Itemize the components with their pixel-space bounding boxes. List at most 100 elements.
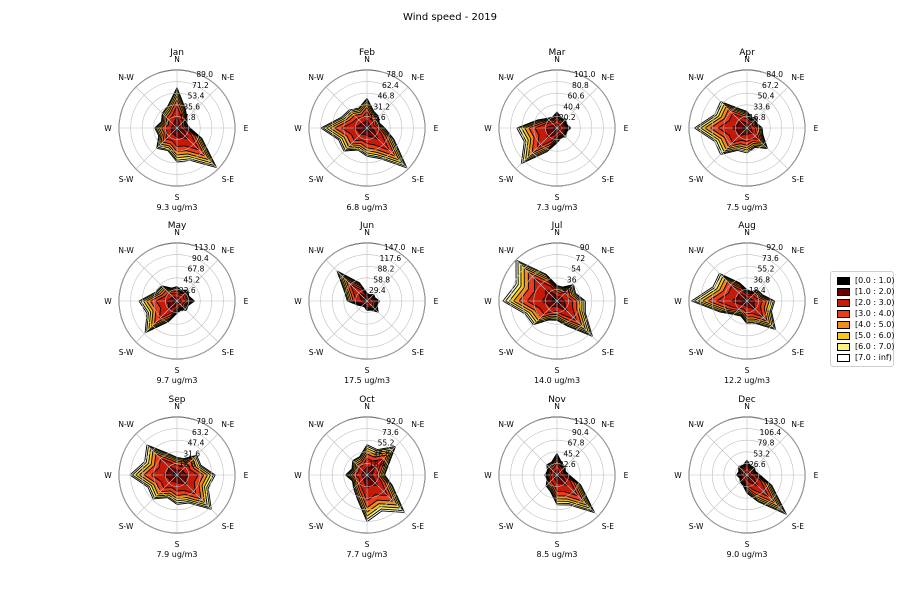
radial-tick-label: 29.4 [369,286,386,295]
windrose-sep: Sep 15.831.6 47.4 63.2 79.0 N N-E E S-E S S-W W N-W 7… [104,395,248,559]
direction-label: N [554,55,560,64]
radial-tick-label: 22.6 [179,286,196,295]
direction-label: N-E [411,246,424,255]
subplot-title: May [168,221,187,231]
grid-spoke [366,300,409,343]
direction-label: S-E [222,348,234,357]
direction-label: S-E [222,175,234,184]
direction-label: N-E [221,246,234,255]
direction-label: W [104,297,112,306]
grid-spoke [556,86,599,129]
grid-spoke [746,86,789,129]
subplot-title: Oct [359,395,375,405]
radial-tick-label: 63.2 [192,428,209,437]
direction-label: N-W [308,420,324,429]
direction-label: S-W [309,348,324,357]
radial-tick-label: 20.2 [559,113,576,122]
legend-label: [4.0 : 5.0) [855,320,895,329]
legend-item: [0.0 : 1.0) [837,275,894,286]
subplot-caption: 7.7 ug/m3 [347,550,388,559]
legend-label: [5.0 : 6.0) [855,331,895,340]
subplot-title: Dec [738,395,755,405]
subplot-title: Jun [359,221,374,231]
legend-label: [2.0 : 3.0) [855,298,895,307]
direction-label: S [555,366,560,375]
grid-spoke [325,433,368,476]
direction-label: S [175,193,180,202]
direction-label: N-E [601,420,614,429]
radial-tick-label: 55.2 [758,265,775,274]
direction-label: N [744,402,750,411]
radial-tick-label: 47.4 [188,439,205,448]
radial-tick-label: 58.8 [373,276,390,285]
legend-item: [7.0 : inf) [837,352,892,363]
direction-label: N-E [221,420,234,429]
direction-label: N-W [308,246,324,255]
radial-tick-label: 133.0 [764,417,786,426]
legend-item: [4.0 : 5.0) [837,319,894,330]
direction-label: S-W [309,175,324,184]
direction-label: S-W [499,522,514,531]
radial-tick-label: 17.8 [179,113,196,122]
grid-spoke [176,474,219,517]
radial-tick-label: 33.6 [753,103,770,112]
windrose-jun: Jun 29.458.8 88.2 117.6 147.0 N N-E E S-E S S-W W N-… [294,221,438,385]
legend-swatch [837,342,850,351]
radial-tick-label: 79.0 [196,417,213,426]
subplot-caption: 9.7 ug/m3 [157,376,198,385]
radial-tick-label: 16.8 [749,113,766,122]
direction-label: N [364,402,370,411]
windrose-apr: Apr 16.833.6 50.4 67.2 84.0 N N-E E S-E S S-W W N-W 7… [674,48,818,212]
legend-label: [7.0 : inf) [855,353,892,362]
radial-tick-label: 22.6 [559,460,576,469]
grid-spoke [176,127,219,170]
radial-tick-label: 90 [580,243,590,252]
direction-label: W [104,471,112,480]
grid-spoke [366,86,409,129]
radial-tick-label: 31.2 [373,103,390,112]
radial-tick-label: 53.2 [753,450,770,459]
grid-spoke [325,127,368,170]
grid-spoke [746,433,789,476]
grid-spoke [176,300,219,343]
grid-spoke [135,127,178,170]
direction-label: N-W [498,420,514,429]
grid-spoke [746,474,789,517]
grid-spoke [366,433,409,476]
direction-label: E [814,124,819,133]
radial-tick-label: 117.6 [380,254,402,263]
radial-tick-label: 92.0 [766,243,783,252]
grid-spoke [515,86,558,129]
direction-label: S [365,540,370,549]
legend-swatch [837,276,850,285]
direction-label: E [624,124,629,133]
direction-label: N-W [118,420,134,429]
direction-label: S-W [119,175,134,184]
direction-label: E [814,471,819,480]
subplot-title: Sep [169,395,186,405]
grid-spoke [515,300,558,343]
radial-tick-label: 62.4 [382,81,399,90]
direction-label: S-E [412,522,424,531]
radial-tick-label: 78.0 [386,70,403,79]
direction-label: S-E [602,175,614,184]
grid-spoke [556,433,599,476]
radial-tick-label: 67.8 [188,265,205,274]
direction-label: S [555,540,560,549]
radial-tick-label: 18.4 [749,286,766,295]
grid-spoke [135,474,178,517]
direction-label: N-W [118,246,134,255]
direction-label: S-E [792,522,804,531]
radial-tick-label: 45.2 [183,276,200,285]
legend-item: [6.0 : 7.0) [837,341,894,352]
legend-item: [5.0 : 6.0) [837,330,894,341]
direction-label: S-W [119,522,134,531]
radial-tick-label: 73.6 [382,428,399,437]
subplot-caption: 7.5 ug/m3 [727,203,768,212]
radial-tick-label: 18.4 [369,460,386,469]
subplot-caption: 9.0 ug/m3 [727,550,768,559]
radial-tick-label: 60.6 [568,92,585,101]
subplot-caption: 6.8 ug/m3 [347,203,388,212]
radial-tick-label: 15.6 [369,113,386,122]
